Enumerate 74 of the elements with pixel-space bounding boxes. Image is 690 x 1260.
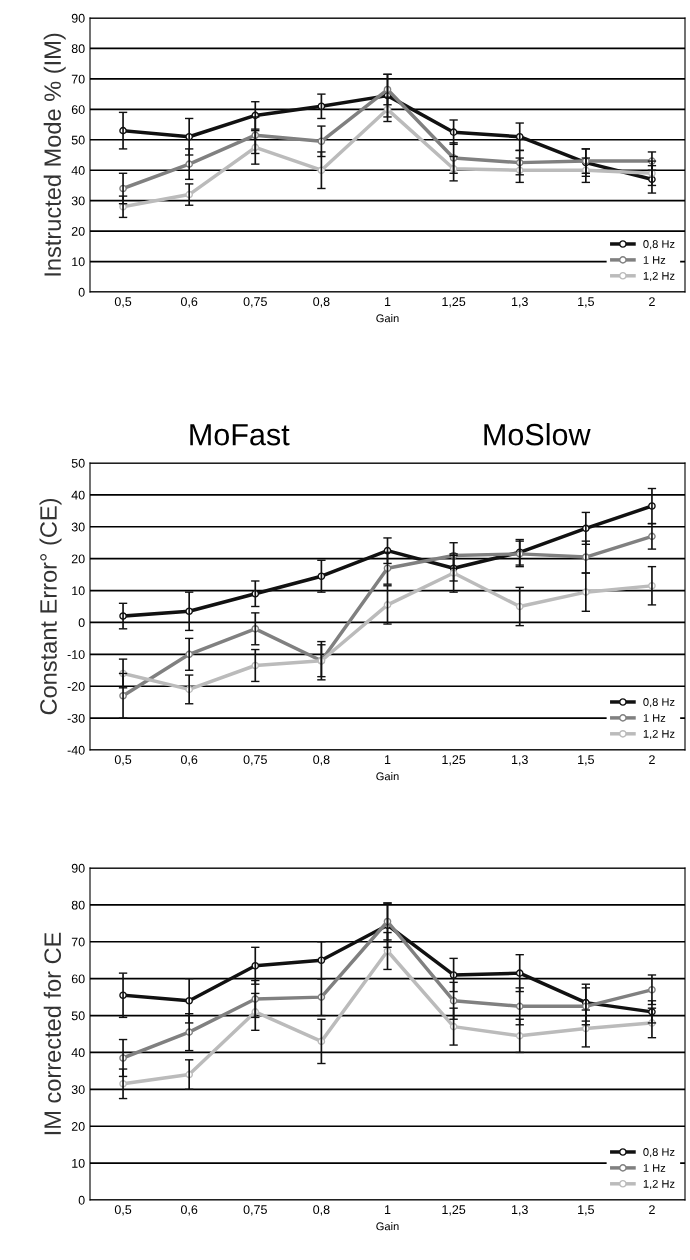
y-tick-label: 50 bbox=[71, 135, 85, 145]
y-tick-label: 40 bbox=[71, 490, 85, 500]
x-tick-label: 1,25 bbox=[442, 297, 466, 308]
y-tick-label: -30 bbox=[67, 713, 85, 723]
y-tick-label: 0 bbox=[78, 287, 85, 297]
x-tick-label: 1,5 bbox=[578, 297, 594, 308]
x-tick-label: 1,25 bbox=[442, 1205, 466, 1216]
y-tick-label: 90 bbox=[71, 863, 85, 873]
y-tick-label: 70 bbox=[71, 74, 85, 84]
x-tick-label: 0,75 bbox=[243, 755, 267, 766]
y-tick-label: 80 bbox=[71, 900, 85, 910]
x-tick-label: 0,6 bbox=[180, 1205, 198, 1216]
y-tick-label: -40 bbox=[67, 745, 85, 755]
x-tick-label: 0,5 bbox=[114, 755, 132, 766]
x-tick-label: 1,3 bbox=[511, 755, 528, 766]
x-tick-label: 1 bbox=[384, 1205, 391, 1214]
y-tick-label: 50 bbox=[71, 1011, 85, 1021]
x-axis-title: Gain bbox=[376, 772, 399, 781]
x-tick-label: 1,3 bbox=[511, 297, 528, 308]
y-tick-label: 20 bbox=[71, 226, 85, 236]
y-tick-label: 30 bbox=[71, 196, 85, 206]
x-tick-label: 2 bbox=[649, 297, 655, 306]
x-tick-label: 0,5 bbox=[114, 1205, 132, 1216]
legend-label: 0,8 Hz bbox=[643, 698, 675, 708]
y-tick-label: 30 bbox=[71, 1085, 85, 1094]
y-tick-label: 60 bbox=[71, 974, 85, 984]
x-tick-label: 1 bbox=[384, 297, 391, 306]
legend-label: 1 Hz bbox=[643, 256, 666, 264]
y-tick-label: 90 bbox=[71, 13, 85, 23]
y-tick-label: 10 bbox=[72, 1158, 85, 1168]
x-tick-label: 0,75 bbox=[243, 1205, 267, 1216]
y-tick-label: 40 bbox=[71, 166, 85, 175]
x-tick-label: 0,8 bbox=[313, 1205, 330, 1216]
x-tick-label: 1,5 bbox=[578, 1205, 594, 1216]
y-tick-label: 70 bbox=[71, 937, 85, 947]
y-tick-label: 20 bbox=[71, 1122, 85, 1131]
x-tick-label: 0,8 bbox=[313, 297, 330, 308]
x-axis-title: Gain bbox=[376, 1222, 399, 1231]
x-tick-label: 1,3 bbox=[511, 1205, 528, 1216]
x-tick-label: 1,25 bbox=[442, 755, 466, 766]
y-tick-label: 40 bbox=[71, 1048, 85, 1058]
x-tick-label: 0,5 bbox=[114, 297, 132, 308]
legend-label: 0,8 Hz bbox=[643, 240, 675, 250]
y-tick-label: -10 bbox=[67, 650, 85, 659]
legend-label: 1 Hz bbox=[643, 714, 666, 722]
y-tick-label: 50 bbox=[71, 458, 85, 468]
x-tick-label: 1 bbox=[384, 755, 391, 764]
y-tick-label: 30 bbox=[71, 522, 85, 532]
y-axis-title: Constant Error° (CE) bbox=[39, 498, 62, 715]
y-tick-label: 60 bbox=[71, 105, 85, 114]
legend-label: 0,8 Hz bbox=[643, 1148, 675, 1158]
x-tick-label: 2 bbox=[649, 1205, 655, 1214]
x-tick-label: 0,6 bbox=[180, 297, 198, 308]
y-tick-label: 0 bbox=[78, 1195, 85, 1205]
x-tick-label: 2 bbox=[649, 755, 655, 764]
y-axis-title: IM corrected for CE bbox=[43, 932, 62, 1135]
y-tick-label: 20 bbox=[71, 554, 85, 564]
x-tick-label: 0,8 bbox=[313, 755, 330, 766]
x-tick-label: 1,5 bbox=[578, 755, 594, 766]
y-tick-label: -20 bbox=[67, 682, 85, 691]
x-axis-title: Gain bbox=[376, 314, 399, 323]
text: MoFast bbox=[190, 424, 290, 446]
y-tick-label: 0 bbox=[78, 618, 85, 628]
y-tick-label: 80 bbox=[71, 44, 85, 54]
legend-label: 1,2 Hz bbox=[643, 271, 675, 282]
x-tick-label: 0,75 bbox=[243, 297, 267, 308]
legend-label: 1 Hz bbox=[643, 1164, 666, 1172]
y-axis-title: Instructed Mode % (IM) bbox=[43, 33, 66, 276]
x-tick-label: 0,6 bbox=[180, 755, 198, 766]
legend-label: 1,2 Hz bbox=[643, 729, 675, 740]
y-tick-label: 10 bbox=[72, 586, 85, 596]
legend-label: 1,2 Hz bbox=[643, 1179, 675, 1190]
y-tick-label: 10 bbox=[72, 257, 85, 267]
text: MoSlow bbox=[484, 423, 591, 446]
